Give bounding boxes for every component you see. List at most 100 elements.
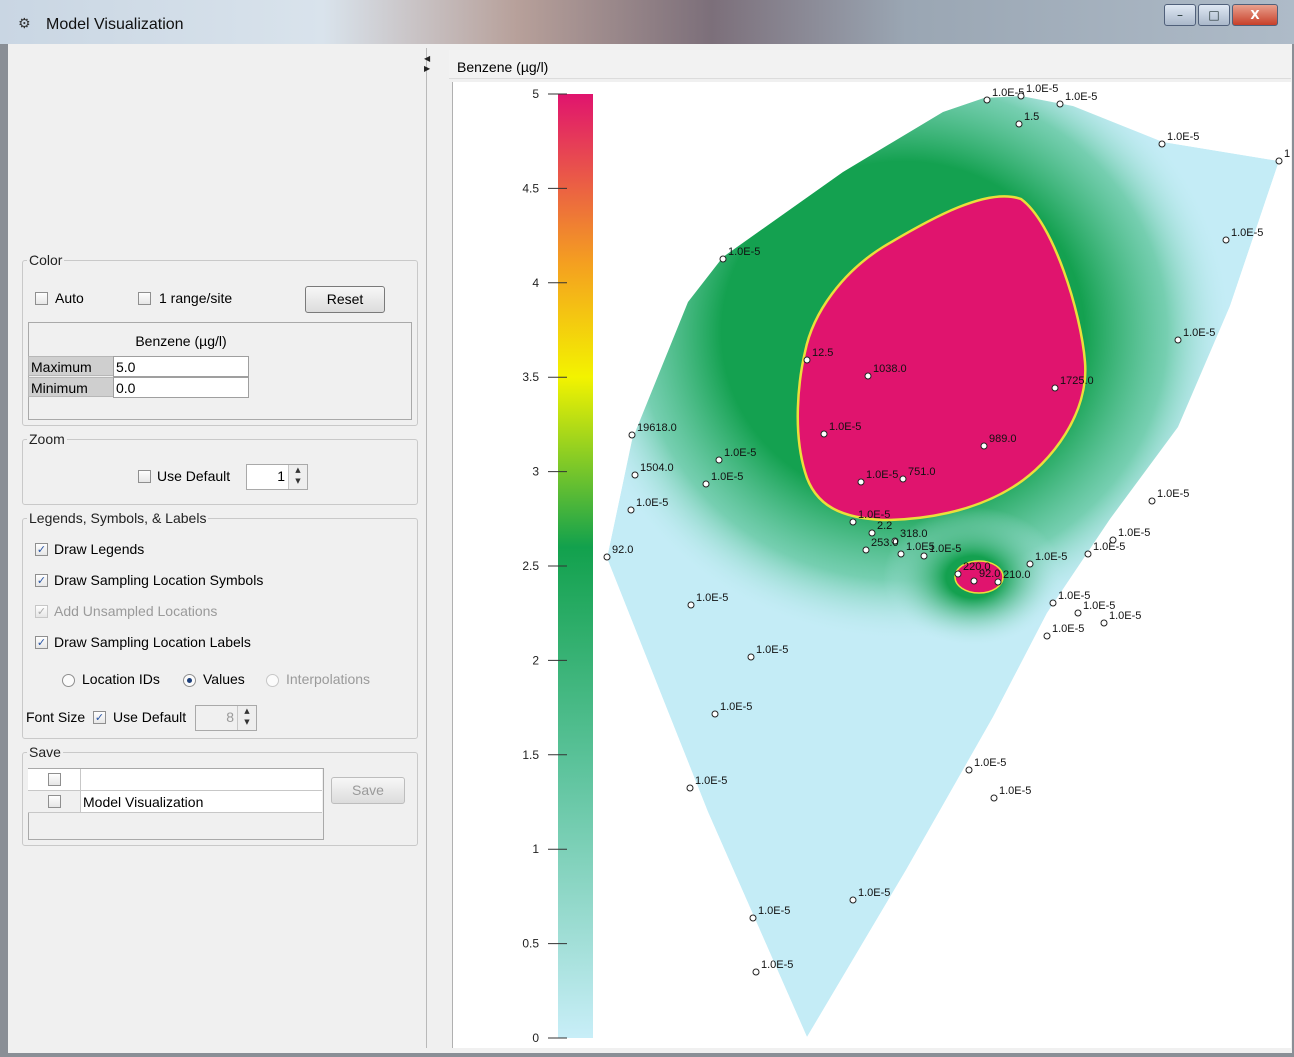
draw-labels-checkbox[interactable]: ✓ bbox=[35, 636, 48, 649]
zoom-default-checkbox[interactable] bbox=[138, 470, 151, 483]
sampling-location-marker[interactable] bbox=[715, 456, 723, 464]
sampling-location-marker[interactable] bbox=[1100, 619, 1108, 627]
sampling-location-marker[interactable] bbox=[820, 430, 828, 438]
sampling-location-marker[interactable] bbox=[1084, 550, 1092, 558]
sampling-location-marker[interactable] bbox=[864, 372, 872, 380]
sampling-location-marker[interactable] bbox=[1043, 632, 1051, 640]
sampling-location-marker[interactable] bbox=[897, 550, 905, 558]
sampling-location-marker[interactable] bbox=[1174, 336, 1182, 344]
minimum-input[interactable]: 0.0 bbox=[113, 377, 249, 398]
sampling-location-marker[interactable] bbox=[1017, 92, 1025, 100]
sampling-location-marker[interactable] bbox=[631, 471, 639, 479]
draw-symbols-label: Draw Sampling Location Symbols bbox=[54, 572, 264, 588]
sampling-location-marker[interactable] bbox=[980, 442, 988, 450]
sampling-location-marker[interactable] bbox=[849, 518, 857, 526]
colorbar-tick-label: 3 bbox=[532, 465, 539, 479]
sampling-location-marker[interactable] bbox=[1056, 100, 1064, 108]
sampling-location-marker[interactable] bbox=[983, 96, 991, 104]
colorbar-tick-label: 3.5 bbox=[522, 370, 539, 384]
close-button[interactable]: X bbox=[1232, 4, 1278, 26]
save-row-2-checkbox[interactable] bbox=[48, 795, 61, 808]
range-per-site-checkbox[interactable] bbox=[138, 292, 151, 305]
interpolation-field bbox=[607, 96, 1279, 1037]
sampling-location-label: 1038.0 bbox=[873, 363, 907, 375]
font-default-label: Use Default bbox=[113, 709, 187, 725]
sampling-location-label: 1.0E-5 bbox=[1093, 541, 1125, 553]
sampling-location-label: 1.0E-5 bbox=[858, 509, 890, 521]
sampling-location-marker[interactable] bbox=[970, 577, 978, 585]
sampling-location-marker[interactable] bbox=[702, 480, 710, 488]
sampling-location-marker[interactable] bbox=[994, 578, 1002, 586]
sampling-location-marker[interactable] bbox=[628, 431, 636, 439]
splitter-arrows[interactable]: ◀ ▶ bbox=[424, 54, 431, 73]
plot-area[interactable]: 0 0.5 1 1.5 2 2.5 3 3.5 4 4.5 5 1.0E-5 1.0E-5 1.0E-5… bbox=[452, 82, 1291, 1048]
sampling-location-label: 1.0E-5 bbox=[1083, 600, 1115, 612]
sampling-locations: 1.0E-5 1.0E-51.0E-51.51.0E-511.0E-51.0E-5… bbox=[603, 83, 1290, 976]
spinner-arrows-icon[interactable]: ▲ ▼ bbox=[288, 465, 307, 489]
sampling-location-label: 1.0E-5 bbox=[696, 592, 728, 604]
maximum-input[interactable]: 5.0 bbox=[113, 356, 249, 377]
sampling-location-marker[interactable] bbox=[868, 529, 876, 537]
sampling-location-marker[interactable] bbox=[1051, 384, 1059, 392]
spinner-arrows-icon: ▲ ▼ bbox=[237, 706, 256, 730]
reset-button[interactable]: Reset bbox=[305, 286, 385, 313]
sampling-location-marker[interactable] bbox=[627, 506, 635, 514]
sampling-location-marker[interactable] bbox=[954, 570, 962, 578]
model-heatmap[interactable]: 00.511.522.533.544.55 1.0E-5 1.0E-51.0E-5… bbox=[453, 82, 1291, 1048]
sampling-location-marker[interactable] bbox=[1026, 560, 1034, 568]
location-ids-radio[interactable] bbox=[62, 674, 75, 687]
draw-legends-checkbox[interactable]: ✓ bbox=[35, 543, 48, 556]
sampling-location-marker[interactable] bbox=[1158, 140, 1166, 148]
values-radio[interactable] bbox=[183, 674, 196, 687]
sampling-location-marker[interactable] bbox=[1275, 157, 1283, 165]
sampling-location-marker[interactable] bbox=[686, 784, 694, 792]
sampling-location-label: 1.0E-5 bbox=[636, 497, 668, 509]
sampling-location-marker[interactable] bbox=[1109, 536, 1117, 544]
save-row-1-name[interactable] bbox=[81, 769, 322, 791]
sampling-location-marker[interactable] bbox=[1049, 599, 1057, 607]
sampling-location-marker[interactable] bbox=[603, 553, 611, 561]
sampling-location-marker[interactable] bbox=[891, 537, 899, 545]
sampling-location-marker[interactable] bbox=[1148, 497, 1156, 505]
sampling-location-marker[interactable] bbox=[857, 478, 865, 486]
zoom-spinner[interactable]: 1 ▲ ▼ bbox=[246, 464, 308, 490]
colorbar-tick-label: 5 bbox=[532, 87, 539, 101]
draw-symbols-checkbox[interactable]: ✓ bbox=[35, 574, 48, 587]
sampling-location-marker[interactable] bbox=[687, 601, 695, 609]
sampling-location-marker[interactable] bbox=[965, 766, 973, 774]
font-default-checkbox[interactable]: ✓ bbox=[93, 711, 106, 724]
sampling-location-marker[interactable] bbox=[862, 546, 870, 554]
sampling-location-label: 318.0 bbox=[900, 528, 928, 540]
sampling-location-marker[interactable] bbox=[711, 710, 719, 718]
sampling-location-label: 1.0E-5 bbox=[974, 757, 1006, 769]
zoom-value: 1 bbox=[277, 468, 285, 484]
sampling-location-label: 1.5 bbox=[1024, 111, 1039, 123]
maximize-button[interactable]: □ bbox=[1198, 4, 1230, 26]
sampling-location-label: 1.0E-5 bbox=[858, 887, 890, 899]
auto-checkbox[interactable] bbox=[35, 292, 48, 305]
sampling-location-marker[interactable] bbox=[920, 552, 928, 560]
plot-header: Benzene (µg/l) bbox=[449, 50, 1291, 79]
sampling-location-marker[interactable] bbox=[803, 356, 811, 364]
sampling-location-marker[interactable] bbox=[1015, 120, 1023, 128]
minimize-button[interactable]: – bbox=[1164, 4, 1196, 26]
font-size-spinner: 8 ▲ ▼ bbox=[195, 705, 257, 731]
sampling-location-marker[interactable] bbox=[990, 794, 998, 802]
sampling-location-marker[interactable] bbox=[899, 475, 907, 483]
sampling-location-marker[interactable] bbox=[747, 653, 755, 661]
save-row-2-name[interactable]: Model Visualization bbox=[81, 791, 322, 813]
sampling-location-marker[interactable] bbox=[749, 914, 757, 922]
sampling-location-marker[interactable] bbox=[1074, 609, 1082, 617]
sampling-location-label: 1.0E-5 bbox=[1183, 327, 1215, 339]
sampling-location-label: 1.0E-5 bbox=[1109, 610, 1141, 622]
sampling-location-marker[interactable] bbox=[752, 968, 760, 976]
sampling-location-label: 253.0 bbox=[871, 537, 899, 549]
title-bar[interactable]: ⚙ Model Visualization – □ X bbox=[0, 0, 1294, 44]
sampling-location-label: 1.0E-5 bbox=[1065, 91, 1097, 103]
draw-legends-label: Draw Legends bbox=[54, 541, 145, 557]
sampling-location-marker[interactable] bbox=[1222, 236, 1230, 244]
save-row-1-checkbox[interactable] bbox=[48, 773, 61, 786]
high-zone-secondary bbox=[954, 560, 1004, 594]
sampling-location-marker[interactable] bbox=[849, 896, 857, 904]
sampling-location-marker[interactable] bbox=[719, 255, 727, 263]
